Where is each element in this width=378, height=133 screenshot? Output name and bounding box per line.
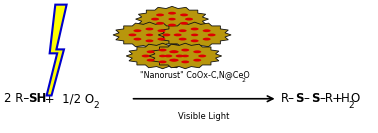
Circle shape — [159, 49, 167, 51]
Circle shape — [156, 14, 164, 16]
Polygon shape — [149, 43, 222, 69]
Circle shape — [198, 55, 206, 57]
Circle shape — [164, 55, 172, 57]
Circle shape — [170, 50, 179, 53]
Circle shape — [176, 55, 184, 57]
Circle shape — [181, 55, 189, 57]
Circle shape — [180, 22, 188, 25]
Circle shape — [203, 29, 211, 32]
Circle shape — [147, 59, 155, 62]
Circle shape — [146, 28, 153, 30]
Circle shape — [179, 38, 187, 41]
Circle shape — [191, 34, 198, 36]
Circle shape — [185, 18, 193, 20]
Circle shape — [181, 61, 189, 63]
Text: 2 R–: 2 R– — [5, 92, 30, 105]
Circle shape — [180, 14, 188, 16]
Polygon shape — [126, 43, 199, 69]
Circle shape — [191, 40, 199, 42]
Text: 2: 2 — [348, 101, 353, 111]
Circle shape — [203, 38, 211, 41]
Text: Visible Light: Visible Light — [178, 112, 230, 121]
Circle shape — [169, 59, 177, 62]
Polygon shape — [136, 6, 209, 32]
Circle shape — [179, 29, 187, 32]
Circle shape — [163, 34, 170, 36]
Text: 2: 2 — [94, 101, 99, 111]
Text: S: S — [311, 92, 319, 105]
Circle shape — [169, 50, 177, 53]
Circle shape — [168, 18, 176, 20]
Circle shape — [159, 55, 166, 57]
Circle shape — [151, 18, 159, 20]
Circle shape — [193, 50, 201, 53]
Circle shape — [147, 50, 155, 53]
Circle shape — [168, 24, 176, 26]
Text: SH: SH — [28, 92, 46, 105]
Circle shape — [129, 34, 136, 36]
Circle shape — [193, 59, 201, 62]
Polygon shape — [113, 22, 186, 48]
Circle shape — [191, 28, 199, 30]
Text: H: H — [341, 92, 350, 105]
Text: R–: R– — [281, 92, 295, 105]
Text: –R: –R — [319, 92, 333, 105]
Circle shape — [174, 34, 182, 36]
Polygon shape — [158, 22, 231, 48]
Circle shape — [158, 38, 166, 41]
Polygon shape — [46, 5, 67, 95]
Text: S: S — [295, 92, 304, 105]
Circle shape — [208, 34, 216, 36]
Text: +: + — [332, 92, 343, 105]
Circle shape — [142, 55, 150, 57]
Circle shape — [133, 38, 141, 41]
Circle shape — [159, 61, 167, 63]
Circle shape — [133, 29, 141, 32]
Text: 2: 2 — [241, 78, 245, 83]
Circle shape — [181, 49, 189, 51]
Text: O: O — [350, 92, 359, 105]
Text: –: – — [303, 92, 309, 105]
Circle shape — [156, 22, 164, 25]
Circle shape — [168, 12, 176, 15]
Text: "Nanorust" CoOx-C,N@CeO: "Nanorust" CoOx-C,N@CeO — [140, 70, 249, 79]
Circle shape — [170, 59, 179, 62]
Text: +  1/2 O: + 1/2 O — [41, 92, 94, 105]
Circle shape — [158, 29, 166, 32]
Circle shape — [146, 40, 153, 42]
Circle shape — [146, 34, 153, 36]
